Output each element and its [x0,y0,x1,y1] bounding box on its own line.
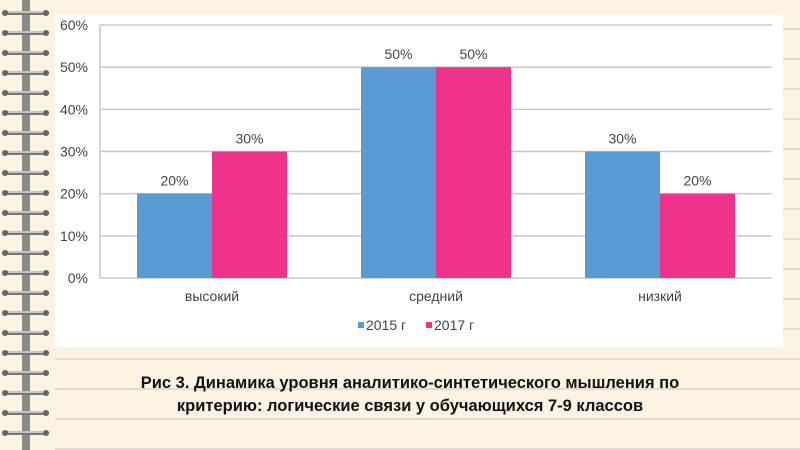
data-label: 20% [160,173,188,189]
spiral-hole [2,70,8,76]
spiral-hole [43,270,49,276]
spiral-hole [2,150,8,156]
legend-swatch [358,322,364,328]
bar-2015г [137,193,212,278]
legend-label: 2015 г [366,317,406,333]
legend-label: 2017 г [434,317,474,333]
spiral-hole [43,30,49,36]
spiral-hole [2,390,8,396]
spiral-hole [43,410,49,416]
spiral-hole [2,170,8,176]
spiral-hole [43,210,49,216]
caption-line-2: критерию: логические связи у обучающихся… [176,397,644,415]
spiral-hole [43,10,49,16]
spiral-hole [2,330,8,336]
x-tick-label: высокий [185,288,239,304]
spiral-hole [2,430,8,436]
spiral-hole [2,50,8,56]
bar-2017г [436,67,511,279]
spiral-hole [43,190,49,196]
data-label: 50% [459,46,487,62]
y-tick-label: 50% [60,59,88,75]
spiral-binding-icon [2,0,49,450]
data-label: 30% [235,131,263,147]
spiral-spine [22,0,30,450]
spiral-hole [2,30,8,36]
spiral-hole [2,410,8,416]
spiral-hole [2,370,8,376]
x-tick-label: средний [409,288,463,304]
y-tick-label: 0% [68,270,88,286]
bar-2015г [361,67,436,279]
figure-caption: Рис 3. Динамика уровня аналитико-синтети… [90,372,730,418]
spiral-hole [2,250,8,256]
spiral-hole [43,250,49,256]
spiral-hole [43,430,49,436]
spiral-hole [43,70,49,76]
spiral-hole [43,110,49,116]
y-tick-label: 20% [60,186,88,202]
spiral-hole [2,210,8,216]
bar-2017г [212,151,287,278]
data-label: 30% [608,131,636,147]
spiral-hole [43,350,49,356]
spiral-hole [43,230,49,236]
bar-2015г [585,151,660,278]
spiral-hole [43,170,49,176]
data-label: 20% [683,173,711,189]
spiral-hole [2,130,8,136]
spiral-hole [43,50,49,56]
spiral-hole [2,270,8,276]
spiral-hole [43,130,49,136]
spiral-hole [2,110,8,116]
x-tick-label: низкий [638,288,682,304]
spiral-hole [43,310,49,316]
y-tick-label: 30% [60,144,88,160]
spiral-hole [2,10,8,16]
spiral-hole [2,310,8,316]
y-tick-label: 10% [60,228,88,244]
data-label: 50% [384,46,412,62]
spiral-hole [43,370,49,376]
spiral-hole [43,150,49,156]
spiral-hole [2,290,8,296]
legend-swatch [426,322,432,328]
spiral-hole [2,90,8,96]
spiral-hole [2,190,8,196]
y-tick-label: 60% [60,17,88,33]
caption-line-1: Рис 3. Динамика уровня аналитико-синтети… [140,374,680,392]
bar-2017г [660,193,735,278]
spiral-hole [43,290,49,296]
spiral-hole [43,90,49,96]
spiral-hole [43,390,49,396]
spiral-hole [2,350,8,356]
spiral-hole [43,330,49,336]
spiral-hole [2,230,8,236]
y-tick-label: 40% [60,101,88,117]
